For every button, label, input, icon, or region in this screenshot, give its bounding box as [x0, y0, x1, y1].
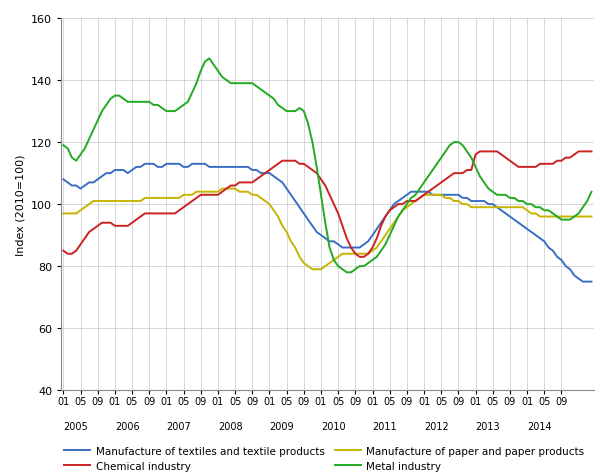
- Metal industry: [588, 189, 595, 195]
- Manufacture of paper and paper products: [214, 189, 222, 195]
- Manufacture of paper and paper products: [60, 211, 67, 217]
- Text: 2006: 2006: [115, 421, 140, 431]
- Chemical industry: [214, 193, 222, 198]
- Chemical industry: [588, 149, 595, 155]
- Line: Manufacture of paper and paper products: Manufacture of paper and paper products: [64, 189, 591, 269]
- Metal industry: [296, 106, 303, 112]
- Manufacture of textiles and textile products: [296, 205, 303, 210]
- Text: 2010: 2010: [321, 421, 346, 431]
- Y-axis label: Index (2010=100): Index (2010=100): [15, 154, 26, 255]
- Metal industry: [159, 106, 166, 112]
- Metal industry: [343, 270, 351, 276]
- Manufacture of paper and paper products: [588, 214, 595, 220]
- Manufacture of paper and paper products: [308, 267, 316, 272]
- Chemical industry: [64, 251, 72, 257]
- Text: 2011: 2011: [373, 421, 397, 431]
- Manufacture of textiles and textile products: [141, 162, 149, 168]
- Manufacture of paper and paper products: [64, 211, 72, 217]
- Line: Manufacture of textiles and textile products: Manufacture of textiles and textile prod…: [64, 165, 591, 282]
- Chemical industry: [94, 224, 102, 229]
- Text: 2005: 2005: [64, 421, 88, 431]
- Manufacture of textiles and textile products: [60, 177, 67, 183]
- Text: 2007: 2007: [166, 421, 191, 431]
- Chemical industry: [356, 255, 364, 260]
- Manufacture of textiles and textile products: [163, 162, 170, 168]
- Manufacture of textiles and textile products: [94, 177, 102, 183]
- Legend: Manufacture of textiles and textile products, Chemical industry, Manufacture of : Manufacture of textiles and textile prod…: [64, 446, 584, 471]
- Text: 2012: 2012: [424, 421, 449, 431]
- Text: 2009: 2009: [269, 421, 294, 431]
- Manufacture of textiles and textile products: [579, 279, 586, 285]
- Text: 2013: 2013: [476, 421, 500, 431]
- Text: 2014: 2014: [527, 421, 551, 431]
- Manufacture of paper and paper products: [94, 199, 102, 205]
- Line: Chemical industry: Chemical industry: [64, 152, 591, 258]
- Chemical industry: [159, 211, 166, 217]
- Text: 2008: 2008: [218, 421, 242, 431]
- Manufacture of paper and paper products: [373, 245, 381, 251]
- Manufacture of textiles and textile products: [369, 233, 376, 238]
- Chemical industry: [60, 248, 67, 254]
- Metal industry: [94, 119, 102, 124]
- Metal industry: [373, 255, 381, 260]
- Manufacture of textiles and textile products: [64, 180, 72, 186]
- Manufacture of paper and paper products: [159, 196, 166, 201]
- Metal industry: [218, 75, 226, 81]
- Manufacture of textiles and textile products: [588, 279, 595, 285]
- Metal industry: [64, 146, 72, 152]
- Manufacture of paper and paper products: [296, 255, 303, 260]
- Chemical industry: [291, 159, 299, 164]
- Manufacture of textiles and textile products: [218, 165, 226, 170]
- Metal industry: [206, 57, 213, 62]
- Chemical industry: [369, 245, 376, 251]
- Line: Metal industry: Metal industry: [64, 60, 591, 273]
- Chemical industry: [476, 149, 483, 155]
- Manufacture of paper and paper products: [218, 187, 226, 192]
- Metal industry: [60, 143, 67, 149]
